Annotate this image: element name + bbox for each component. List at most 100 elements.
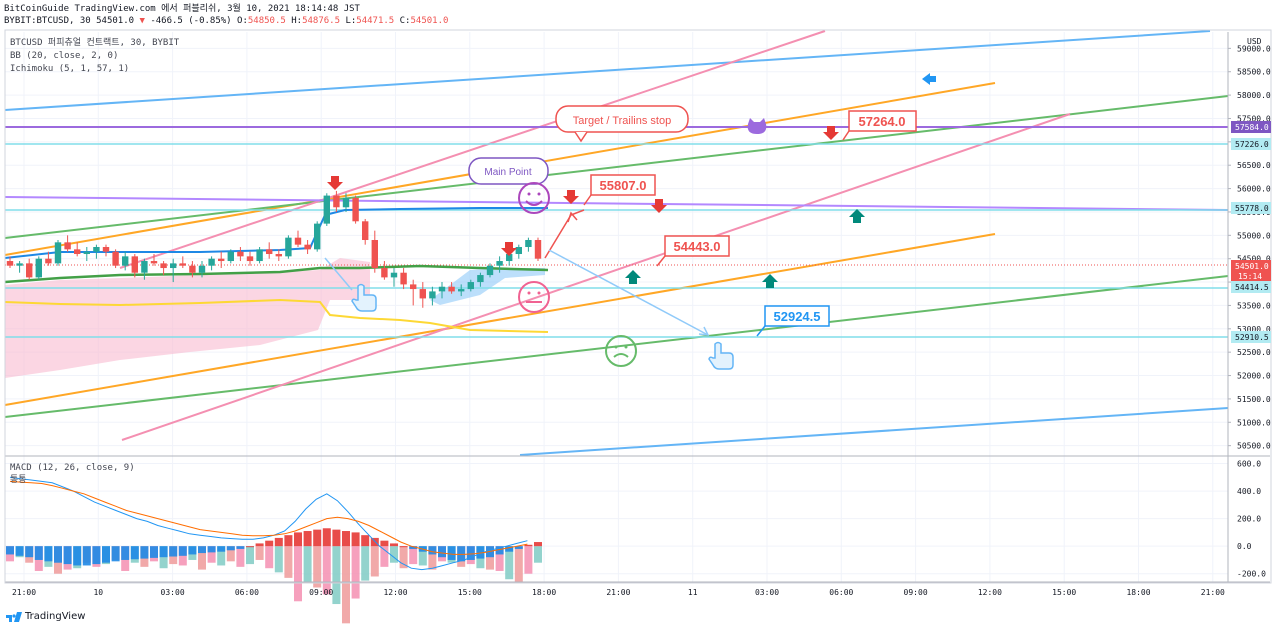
candle-body (198, 265, 206, 273)
arrow-head (698, 326, 710, 336)
legend-ichimoku[interactable]: Ichimoku (5, 1, 57, 1) (10, 64, 130, 74)
candle-body (294, 237, 302, 245)
macd-histogram-bar (207, 546, 216, 553)
tag-52910: 52910.5 (1235, 333, 1269, 342)
candle-body (6, 261, 14, 266)
open-label: O: (237, 16, 248, 26)
candle-body (237, 251, 244, 257)
macd-histogram-bar (130, 546, 139, 560)
publish-title: BitCoinGuide TradingView.com 에서 퍼블리쉬, 3월… (4, 4, 360, 14)
candle-body (429, 291, 436, 299)
x-tick-label: 10 (93, 588, 103, 597)
macd-histogram-bar (255, 543, 264, 547)
candle-body (381, 268, 388, 278)
macd-histogram-bar (121, 546, 130, 560)
currency-label[interactable]: USD (1247, 37, 1262, 46)
candle-body (112, 251, 119, 266)
macd-histogram-bar (505, 546, 514, 552)
macd-histogram-bar (476, 546, 485, 559)
candle-body (477, 275, 484, 283)
trendline-orange-bottom (4, 233, 996, 406)
macd-histogram-bar (370, 537, 379, 547)
label-box-54443 (664, 235, 730, 257)
candle-body (83, 251, 90, 255)
candle-body (54, 242, 62, 264)
volume-bar (428, 546, 437, 570)
arrow-blue-small (324, 257, 353, 291)
legend-bb[interactable]: BB (20, close, 2, 0) (10, 51, 119, 61)
sad-face-icon (605, 335, 637, 367)
face-eye (527, 291, 531, 295)
volume-bar (217, 546, 226, 566)
last-price: 54501.0 (96, 16, 135, 26)
candle-body (400, 272, 407, 285)
volume-bar (380, 546, 389, 567)
volume-bar (255, 546, 264, 560)
annotations[interactable] (324, 73, 936, 370)
label-57264: 57264.0 (859, 114, 906, 129)
y-tick-label: 55000.0 (1237, 231, 1271, 240)
trendline-purple (4, 196, 1229, 211)
x-tick-label: 15:00 (458, 588, 482, 597)
volume-bar (370, 546, 379, 577)
volume-bar (524, 546, 533, 574)
candle-body (342, 197, 350, 208)
candle-body (141, 261, 148, 273)
candle-body (371, 239, 378, 269)
candles (6, 190, 542, 308)
y-tick-label: 52500.0 (1237, 348, 1271, 357)
candle-body (26, 263, 33, 278)
tradingview-logo[interactable]: TradingView (6, 611, 85, 622)
y-tick-label: 52000.0 (1237, 372, 1271, 381)
y-tick-label: 58000.0 (1237, 91, 1271, 100)
tag-54501-bg (1231, 260, 1271, 282)
volume-bar (332, 546, 341, 605)
volume-bar (514, 546, 523, 582)
trendline-pink-bottom (121, 113, 1071, 441)
tag-54414: 54414.5 (1235, 283, 1269, 292)
macd-histogram-bar (188, 546, 197, 555)
macd-histogram-bar (447, 546, 456, 560)
cloud-blue (430, 268, 545, 305)
macd-histogram-bar (25, 546, 34, 558)
open-value: 54850.5 (247, 16, 286, 26)
volume-bar (409, 546, 418, 565)
y-tick-label: 50500.0 (1237, 442, 1271, 451)
legend-instrument[interactable]: BTCUSD 퍼피츄얼 컨트랙트, 30, BYBIT (10, 38, 180, 48)
high-value: 54876.5 (302, 16, 341, 26)
y-tick-label: 56500.0 (1237, 161, 1271, 170)
face-eye (624, 345, 628, 349)
volume-bar (399, 546, 408, 569)
macd-histogram-bar (294, 532, 302, 547)
down-arrow-icon (823, 126, 839, 140)
macd-histogram-bar (15, 546, 24, 556)
legend-macd[interactable]: MACD (12, 26, close, 9) (10, 463, 135, 473)
tag-54414-bg (1231, 281, 1271, 293)
macd-histogram-bar (495, 546, 504, 555)
main-point-bubble (468, 157, 549, 185)
up-arrow-icon (762, 274, 778, 288)
candle-body (102, 247, 110, 252)
face-eye (537, 192, 541, 196)
candle-body (227, 251, 234, 262)
macd-pane (6, 476, 542, 624)
label-box-57264 (848, 110, 917, 132)
volume-bar (390, 546, 398, 563)
tag-57226: 57226.0 (1235, 140, 1269, 149)
candle-body (323, 195, 330, 224)
macd-tick-label: 200.0 (1237, 515, 1261, 524)
face-eye (614, 345, 618, 349)
tag-54501: 54501.0 (1235, 262, 1269, 271)
macd-histogram-bar (44, 546, 53, 562)
label-54443: 54443.0 (674, 239, 721, 254)
candle-body (419, 289, 426, 299)
up-arrow-icon (625, 270, 641, 284)
candle-body (448, 286, 455, 292)
down-arrow-icon (563, 190, 579, 204)
macd-histogram-bar (342, 531, 350, 547)
target-bubble (555, 105, 689, 133)
trendline-blue-top (4, 30, 1211, 111)
x-tick-label: 12:00 (978, 588, 1002, 597)
macd-histogram-bar (63, 546, 72, 565)
